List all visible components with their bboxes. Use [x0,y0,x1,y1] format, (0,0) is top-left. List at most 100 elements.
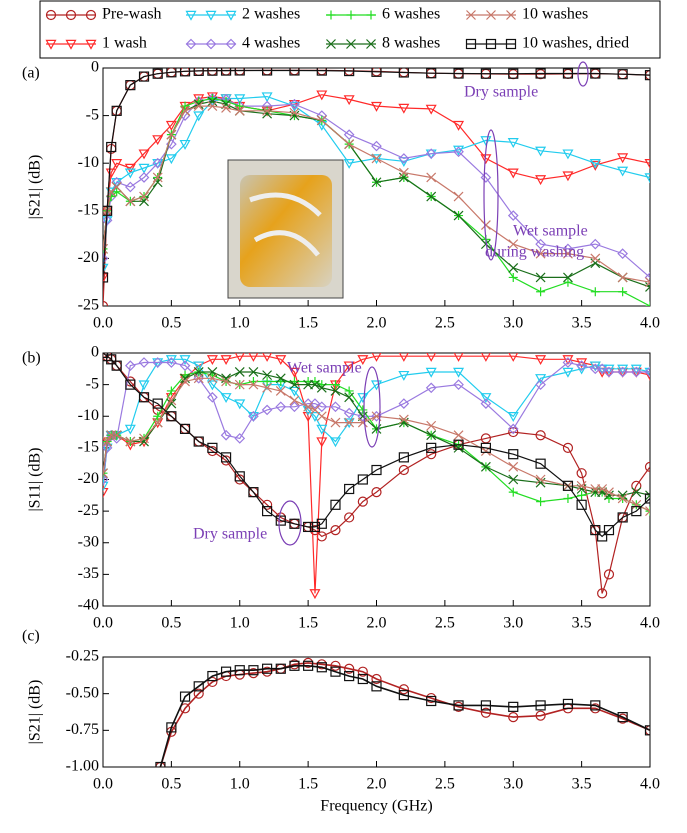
marker [289,395,300,406]
marker [590,524,601,536]
marker [589,160,601,171]
panel-label: (b) [22,350,41,367]
marker [562,171,574,182]
marker [275,401,287,413]
marker [371,464,382,476]
marker [426,172,437,183]
marker [508,461,519,472]
marker [535,458,546,469]
legend-marker [65,9,77,21]
marker [139,433,149,444]
x-tick-label: 3.0 [503,615,523,632]
marker [563,248,573,259]
marker [398,370,410,381]
marker [112,187,122,197]
marker [344,483,355,495]
marker [453,430,464,441]
marker [221,376,231,387]
legend-marker [465,38,477,50]
marker [155,761,166,767]
marker [425,104,437,115]
marker [576,360,587,371]
x-tick-label: 4.0 [640,315,660,332]
marker [166,386,176,396]
marker [310,379,320,390]
x-tick-label: 2.5 [435,315,455,332]
y-tick-label: 0 [91,344,99,361]
marker [480,353,491,362]
marker [453,353,464,362]
marker [138,172,150,183]
marker [604,487,614,498]
x-tick-label: 1.0 [230,776,250,793]
marker [644,370,650,381]
marker [631,480,642,491]
legend-marker [505,38,517,50]
marker [535,248,546,259]
marker [536,287,546,297]
marker [562,367,574,378]
marker [453,379,464,390]
marker [426,420,437,431]
marker [220,666,232,677]
marker [111,360,122,371]
marker [563,493,573,503]
marker [426,442,437,453]
annotation: Wet sample [287,360,362,377]
marker [563,272,573,283]
legend-label: 8 washes [382,35,440,52]
marker [357,673,368,685]
marker [507,168,519,179]
marker [179,139,191,150]
series-line [103,95,650,268]
marker [139,191,149,202]
x-tick-label: 4.0 [640,615,660,632]
legend-marker [225,38,237,50]
marker [645,506,650,516]
series-group [103,68,650,306]
marker [111,105,122,116]
marker [103,468,108,479]
marker [166,357,177,368]
y-tick-label: -15 [78,201,99,218]
marker [344,663,355,674]
marker [165,154,177,165]
marker [576,480,587,491]
marker [179,355,191,366]
legend-label: 1 wash [102,35,147,52]
y-tick-label: -25 [78,502,99,519]
marker [316,90,328,101]
y-axis-label: |S21| (dB) [27,155,44,220]
marker [103,263,109,274]
marker [316,662,327,673]
marker [220,429,232,441]
marker [535,374,547,385]
y-tick-label: -25 [78,297,99,314]
series-line [103,94,650,278]
x-tick-label: 2.0 [367,776,387,793]
marker [206,380,218,391]
marker [125,379,136,390]
legend-marker [486,10,496,20]
plot-frame [102,656,651,768]
marker [152,172,163,183]
marker [138,392,150,403]
series-line [103,97,650,306]
marker [289,379,300,390]
marker [103,214,113,226]
marker [316,518,327,529]
marker [152,135,164,146]
marker [152,159,164,169]
marker [103,481,109,492]
marker [207,96,218,107]
y-tick-label: -20 [78,249,99,266]
y-tick-label: -40 [78,597,99,614]
marker [631,487,642,498]
marker [193,436,204,447]
marker [344,68,355,77]
y-tick-label: -35 [78,565,99,582]
marker [371,68,382,77]
x-tick-label: 0.0 [93,315,113,332]
marker [644,725,650,736]
